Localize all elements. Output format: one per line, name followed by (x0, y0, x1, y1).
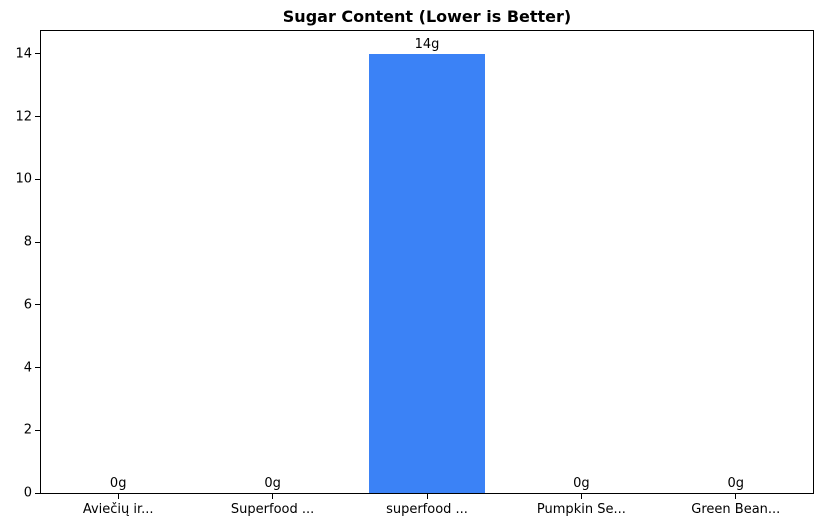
y-tick-mark (35, 178, 40, 180)
plot-area: 0 2 4 6 8 10 12 14 0g Aviečių ir... 0g Superfood ..… (15, 30, 814, 516)
bar-value-label: 0g (109, 476, 127, 491)
x-tick-mark (735, 494, 737, 499)
y-tick-mark (35, 304, 40, 306)
chart-title: Sugar Content (Lower is Better) (282, 7, 572, 26)
y-tick-mark (35, 367, 40, 369)
y-tick-label: 12 (15, 109, 32, 125)
bar-value-label: 14g (414, 36, 440, 52)
y-tick-label: 10 (15, 171, 32, 187)
x-tick-mark (580, 494, 582, 499)
y-tick-mark (35, 429, 40, 431)
x-tick-label: Green Bean... (691, 502, 781, 517)
x-tick-label: superfood ... (386, 502, 468, 517)
x-tick-mark (426, 494, 428, 499)
bar-2 (369, 53, 485, 493)
x-tick-label: Aviečių ir... (82, 502, 154, 517)
x-tick-mark (272, 494, 274, 499)
bar-value-label: 0g (264, 476, 281, 491)
x-tick-mark (117, 494, 119, 499)
y-tick-mark (35, 492, 40, 494)
y-tick-label: 4 (23, 360, 32, 376)
x-tick-label: Pumpkin Se... (536, 502, 626, 517)
x-tick-label: Superfood ... (230, 502, 315, 517)
y-tick-label: 14 (15, 46, 32, 62)
bar-value-label: 0g (727, 476, 745, 491)
y-tick-label: 2 (23, 422, 32, 438)
y-tick-label: 8 (23, 234, 32, 250)
y-tick-label: 0 (23, 485, 32, 501)
y-tick-mark (35, 241, 40, 243)
bar-value-label: 0g (573, 476, 590, 491)
y-tick-mark (35, 53, 40, 55)
y-tick-mark (35, 116, 40, 118)
y-tick-label: 6 (23, 297, 32, 313)
